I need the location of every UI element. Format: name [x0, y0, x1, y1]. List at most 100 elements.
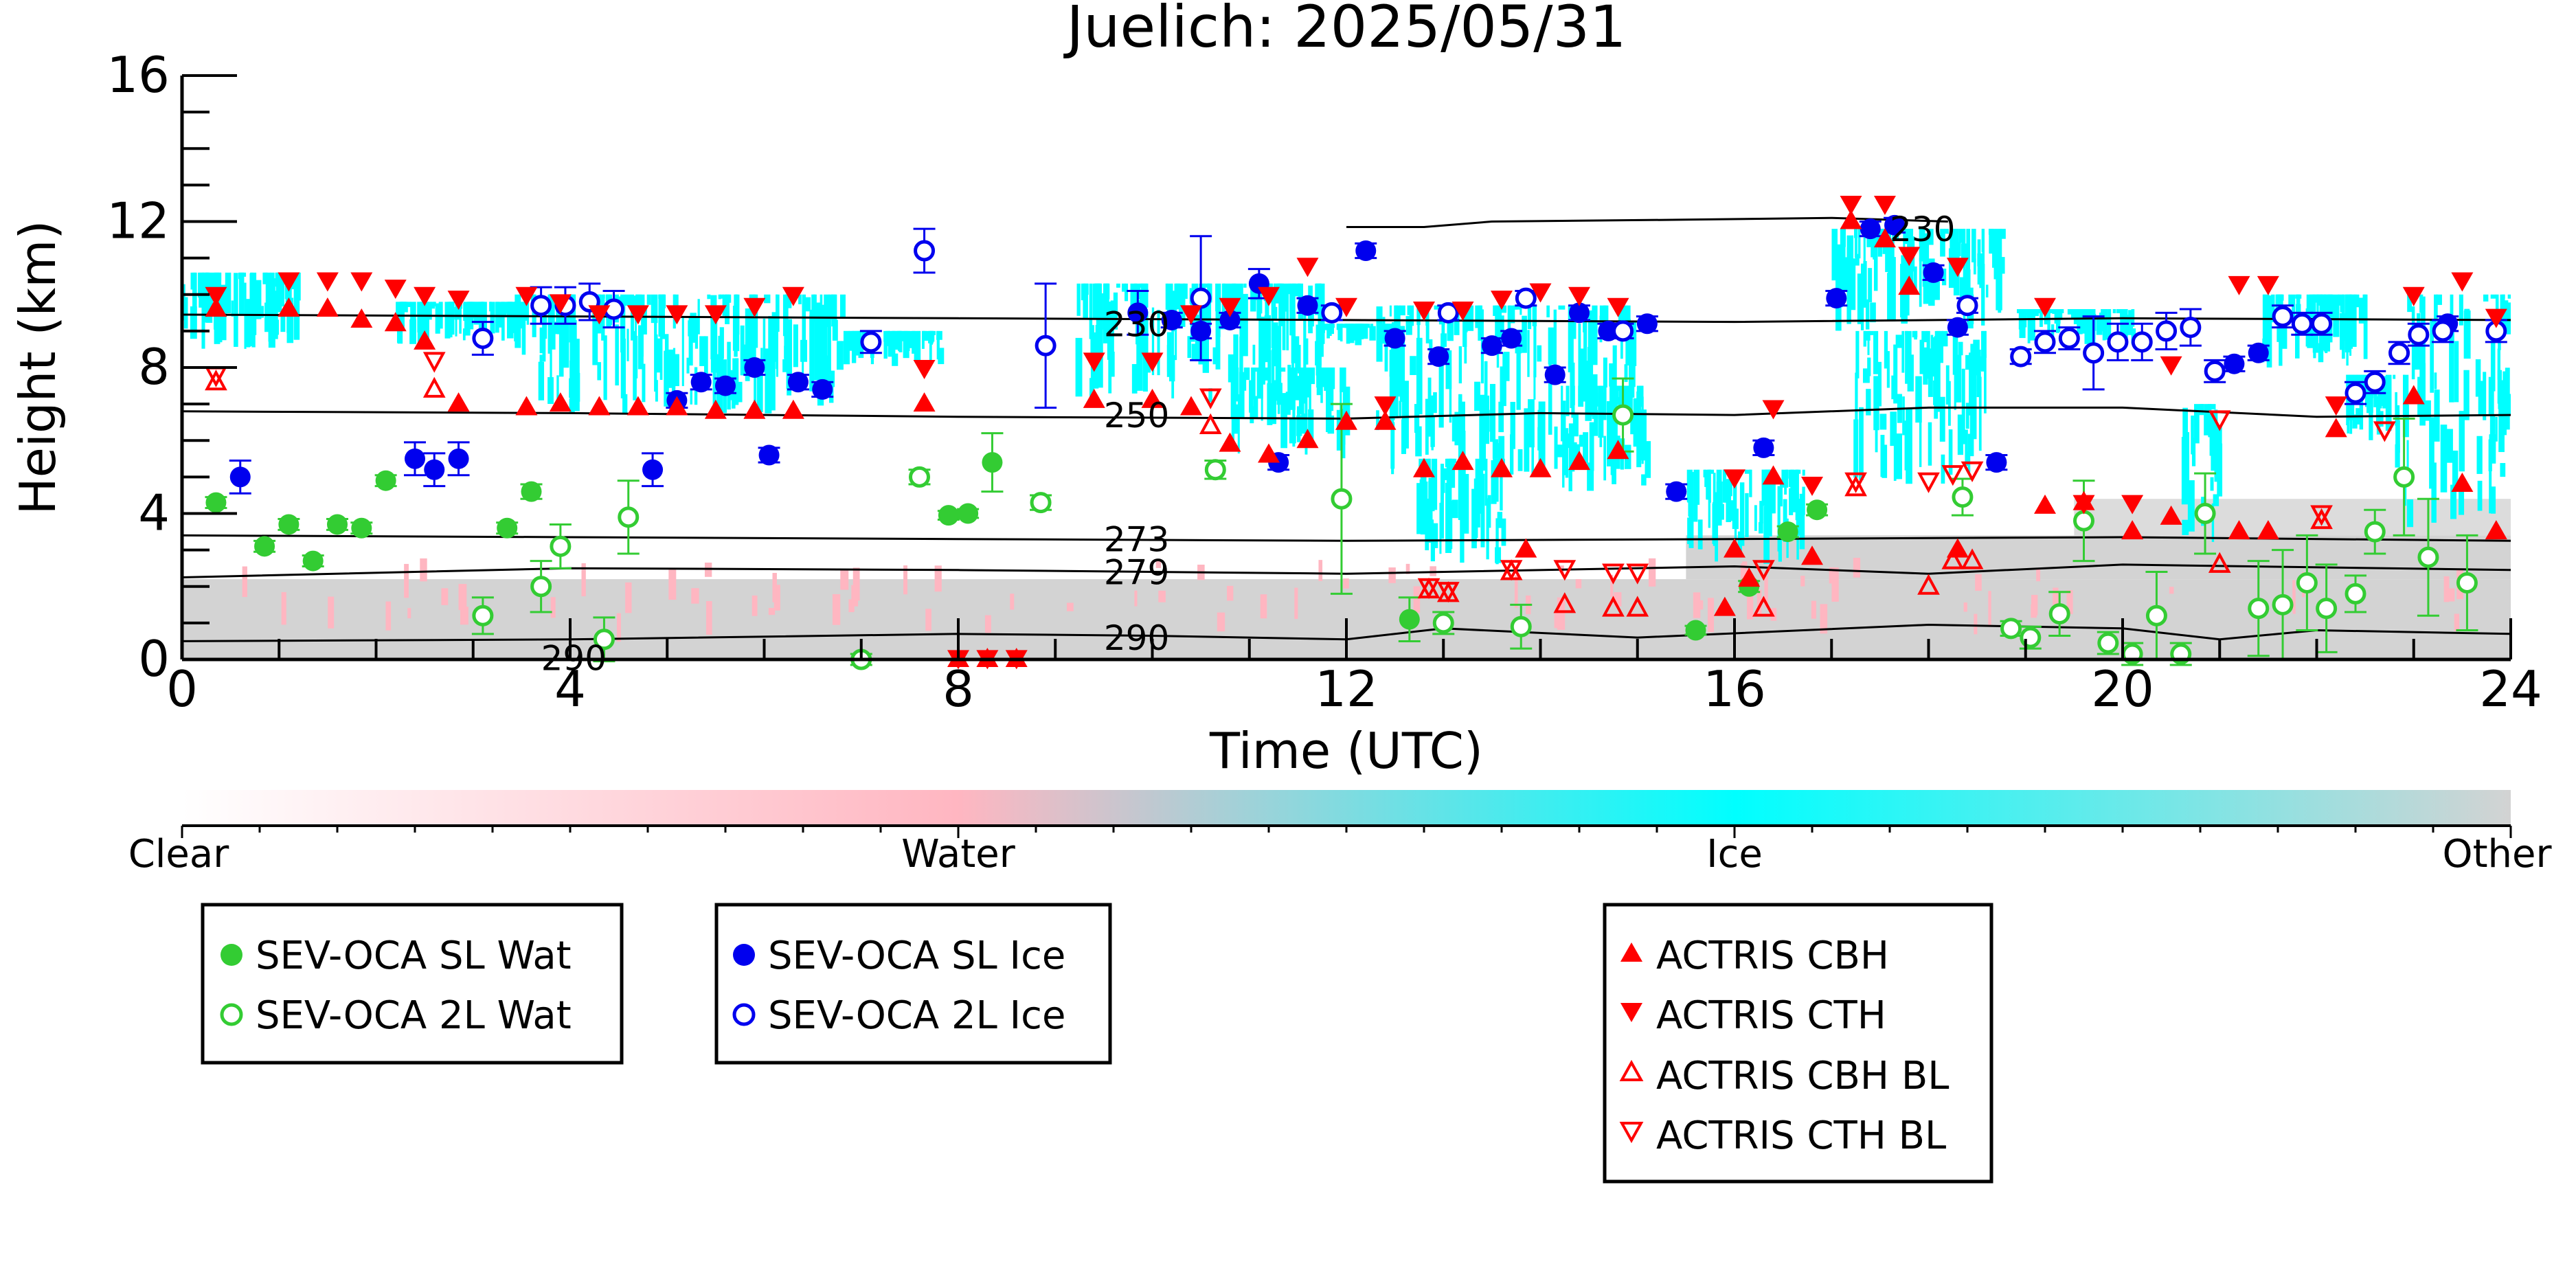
bg-ice-streak: [1304, 368, 1309, 372]
bg-ice-streak: [1948, 429, 1953, 475]
bg-ice-streak: [2424, 400, 2431, 421]
bg-ice-streak: [1697, 469, 1700, 505]
bg-ice-streak: [1973, 339, 1980, 376]
data-point: [229, 466, 251, 488]
bg-ice-streak: [756, 359, 763, 412]
bg-ice-streak: [1932, 337, 1936, 377]
bg-ice-streak: [832, 319, 838, 341]
y-tick-label: 16: [106, 46, 170, 104]
bg-ice-streak: [1318, 324, 1325, 333]
bg-ice-streak: [278, 272, 285, 307]
bg-ice-streak: [551, 328, 556, 350]
contour-label-230: 230: [1104, 304, 1169, 344]
bg-ice-streak: [2395, 444, 2400, 468]
data-point: [1884, 214, 1906, 236]
bg-ice-streak: [2200, 404, 2204, 409]
bg-ice-streak: [2182, 519, 2189, 535]
bg-ice-streak: [447, 302, 453, 338]
bg-ice-streak: [1639, 385, 1643, 403]
bg-ice-streak: [737, 381, 743, 403]
data-point: [422, 376, 446, 398]
bg-water-patch: [1388, 567, 1396, 583]
bg-ice-streak: [190, 306, 197, 339]
bg-ice-streak: [642, 363, 646, 403]
bg-ice-streak: [1295, 336, 1300, 371]
bg-ice-streak: [1533, 326, 1537, 378]
data-point: [704, 305, 727, 325]
data-point: [1568, 451, 1590, 471]
bg-ice-streak: [1739, 482, 1745, 546]
data-point: [2121, 495, 2144, 515]
contour-line-290: [182, 623, 2511, 642]
bg-ice-streak: [1389, 349, 1397, 377]
bg-ice-streak: [2194, 404, 2200, 444]
bg-ice-streak: [620, 338, 626, 398]
data-point: [530, 295, 552, 317]
bg-ice-streak: [455, 302, 457, 337]
data-point: [1491, 291, 1513, 310]
bg-ice-streak: [1486, 498, 1489, 560]
bg-ice-streak: [1439, 502, 1442, 554]
bg-water-patch: [2036, 569, 2041, 582]
data-point: [593, 629, 615, 651]
bg-ice-streak: [1351, 324, 1358, 341]
bg-water-patch: [705, 601, 712, 635]
bg-ice-streak: [1580, 348, 1585, 396]
bg-ice-streak: [1390, 422, 1395, 469]
bg-ice-streak: [725, 294, 732, 303]
bg-ice-streak: [762, 318, 766, 373]
bg-ice-streak: [831, 294, 837, 327]
bg-ice-streak: [1464, 321, 1467, 364]
data-point: [1451, 451, 1474, 471]
data-point: [1500, 560, 1523, 581]
bg-ice-streak: [1329, 368, 1334, 401]
bg-ice-streak: [542, 333, 546, 362]
bg-ice-streak: [2375, 396, 2379, 425]
bg-ice-streak: [2497, 348, 2500, 380]
bg-ice-streak: [1868, 268, 1873, 303]
data-point: [1956, 295, 1978, 317]
data-point: [2402, 286, 2425, 306]
bg-ice-streak: [1484, 458, 1488, 506]
bg-ice-streak: [1495, 547, 1502, 563]
data-point: [1030, 492, 1052, 514]
bg-water-patch: [281, 591, 286, 625]
bg-ice-streak: [1191, 343, 1199, 359]
bg-ice-streak: [2407, 294, 2413, 313]
bg-ice-streak: [1985, 284, 1989, 297]
series-actris-cth: [205, 195, 2507, 670]
bg-ice-streak: [836, 341, 844, 370]
legend-2l-wat-marker: [220, 1003, 243, 1026]
bg-ice-streak: [1252, 344, 1256, 365]
data-point: [2248, 598, 2270, 620]
bg-ice-streak: [2502, 384, 2507, 436]
bg-ice-streak: [515, 294, 521, 348]
chart-title: Juelich: 2025/05/31: [1063, 0, 1627, 60]
bg-ice-streak: [1726, 479, 1731, 523]
bg-ice-streak: [1599, 305, 1607, 324]
bg-ice-streak: [1500, 471, 1503, 511]
bg-ice-streak: [1645, 441, 1651, 478]
bg-ice-streak: [725, 294, 730, 324]
data-point: [1553, 592, 1577, 613]
data-point: [2034, 331, 2056, 353]
bg-water-patch: [1575, 579, 1582, 589]
bg-ice-streak: [1780, 484, 1783, 507]
data-point: [2408, 324, 2430, 346]
data-point: [205, 492, 227, 513]
bg-ice-streak: [1966, 229, 1971, 273]
bg-ice-streak: [1948, 381, 1951, 426]
bg-ice-streak: [848, 330, 855, 351]
data-point: [1752, 560, 1775, 581]
bg-ice-streak: [2345, 294, 2351, 353]
bg-ice-streak: [1458, 346, 1462, 384]
data-point: [938, 505, 959, 526]
data-point: [2257, 275, 2279, 295]
bg-ice-streak: [1300, 368, 1306, 404]
data-point: [472, 605, 494, 626]
bg-ice-streak: [2436, 294, 2442, 305]
data-point: [1923, 262, 1944, 283]
bg-ice-streak: [1379, 324, 1383, 335]
bg-ice-streak: [1315, 283, 1322, 315]
data-point: [351, 517, 372, 539]
